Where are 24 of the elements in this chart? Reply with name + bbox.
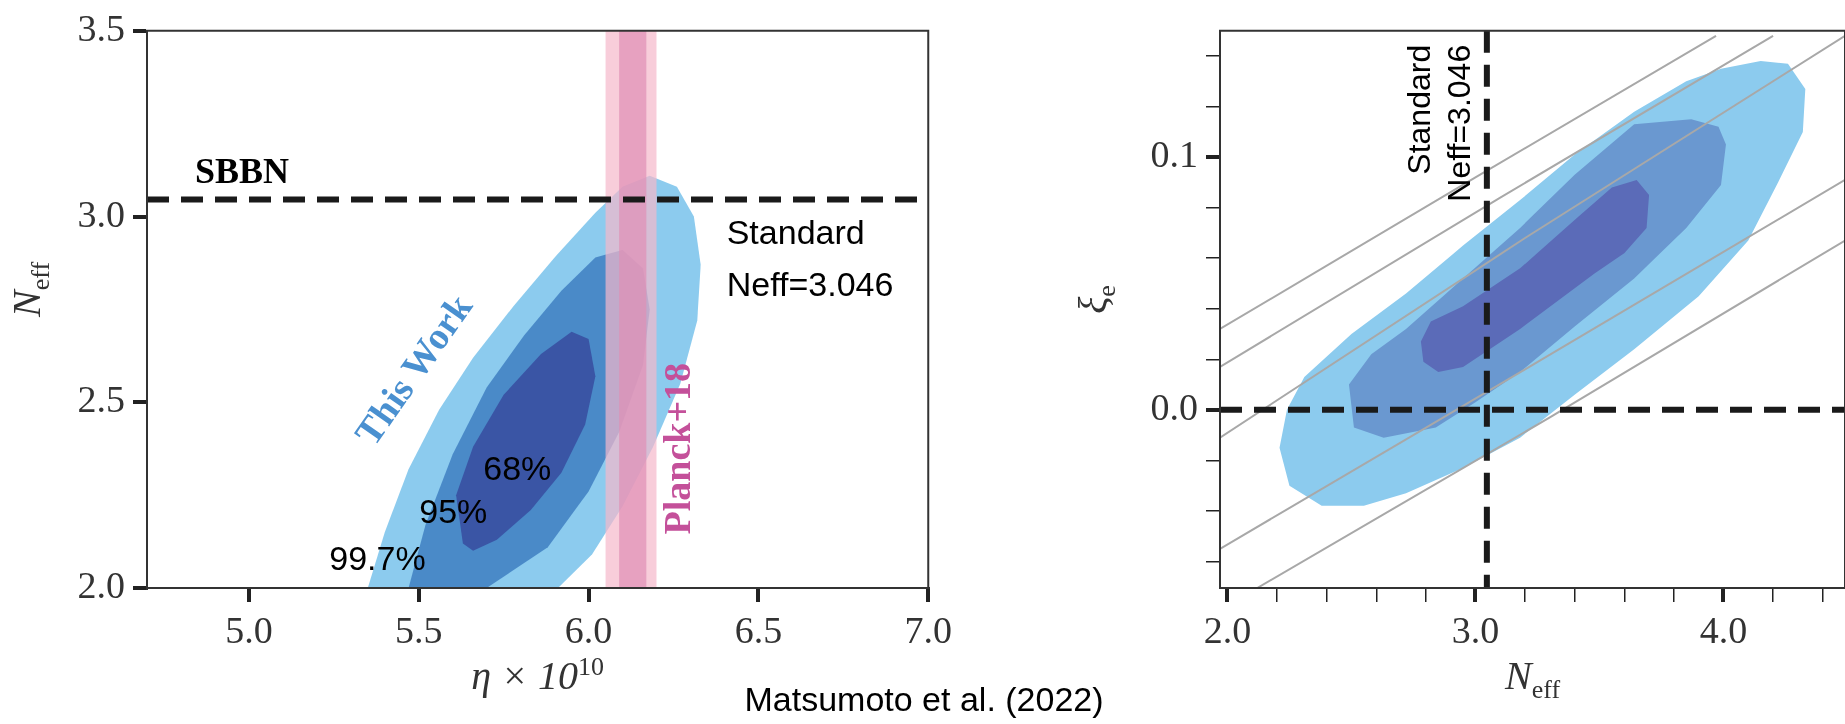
y-tick-label: 0.1 xyxy=(1150,133,1198,176)
ref-line-label: SBBN xyxy=(195,150,290,191)
annotation: 95% xyxy=(419,491,488,530)
x-tick-label: 3.0 xyxy=(1451,608,1500,651)
y-tick-label: 2.0 xyxy=(77,563,125,606)
ref-line-label: Standard Neff=3.046 xyxy=(1400,44,1477,202)
x-axis-title: η × 10$^{10}$ xyxy=(471,652,604,700)
x-tick-label: 5.0 xyxy=(225,608,273,651)
annotation: 99.7% xyxy=(329,538,426,577)
x-axis-title: N$_{eff}$ xyxy=(1505,652,1561,705)
band-label: Planck+18 xyxy=(656,362,699,535)
x-tick-label: 5.5 xyxy=(394,608,443,651)
x-tick-label: 2.0 xyxy=(1203,608,1252,651)
y-tick-label: 0.0 xyxy=(1150,385,1198,428)
text: Matsumoto et al. (2022) xyxy=(744,680,1104,719)
x-tick-label: 6.0 xyxy=(564,608,613,651)
x-tick-label: 7.0 xyxy=(904,608,952,651)
x-tick-label: 4.0 xyxy=(1699,608,1748,651)
x-tick-label: 6.5 xyxy=(734,608,783,651)
annotation: Standard Neff=3.046 xyxy=(726,212,894,303)
y-tick-label: 2.5 xyxy=(77,378,125,421)
annotation: 68% xyxy=(483,449,552,488)
y-tick-label: 3.0 xyxy=(77,192,125,235)
y-tick-label: 3.5 xyxy=(77,6,125,49)
